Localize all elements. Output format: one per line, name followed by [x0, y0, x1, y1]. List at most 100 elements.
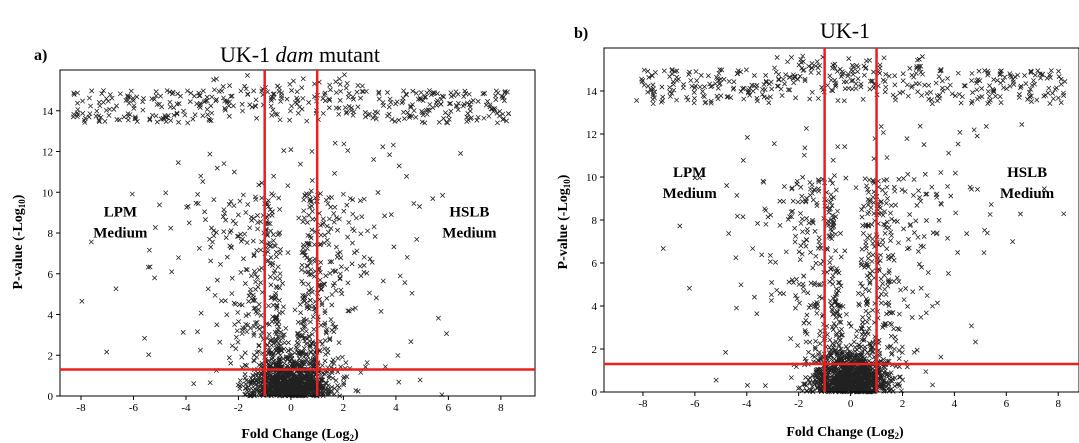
data-point: [326, 350, 330, 354]
data-point: [282, 361, 286, 365]
data-point: [338, 276, 342, 280]
data-point: [347, 220, 351, 224]
data-point: [865, 273, 869, 277]
data-point: [883, 365, 887, 369]
data-point: [917, 82, 921, 86]
data-point: [181, 330, 185, 334]
x-tick-label: 4: [952, 398, 958, 410]
data-point: [1047, 86, 1051, 90]
data-point: [866, 311, 870, 315]
data-point: [301, 77, 305, 81]
data-point: [339, 288, 343, 292]
data-point: [871, 200, 875, 204]
data-point: [945, 236, 949, 240]
data-point: [465, 101, 469, 105]
data-point: [988, 212, 992, 216]
data-point: [870, 269, 874, 273]
data-point: [246, 299, 250, 303]
y-tick-label: 0: [48, 391, 54, 403]
data-point: [195, 192, 199, 196]
data-point: [898, 375, 902, 379]
data-point: [1056, 69, 1060, 73]
data-point: [329, 317, 333, 321]
data-point: [925, 91, 929, 95]
data-point: [651, 83, 655, 87]
data-point: [199, 311, 203, 315]
data-point: [844, 312, 848, 316]
data-point: [885, 155, 889, 159]
y-tick-label: 10: [42, 187, 54, 199]
data-point: [782, 82, 786, 86]
data-point: [300, 86, 304, 90]
data-point: [321, 111, 325, 115]
data-point: [854, 334, 858, 338]
data-point: [130, 192, 134, 196]
data-point: [769, 293, 773, 297]
data-point: [800, 229, 804, 233]
data-point: [417, 204, 421, 208]
data-point: [835, 209, 839, 213]
data-point: [939, 170, 943, 174]
data-point: [363, 115, 367, 119]
data-point: [867, 58, 871, 62]
data-point: [309, 287, 313, 291]
data-point: [925, 293, 929, 297]
data-point: [323, 352, 327, 356]
data-point: [889, 217, 893, 221]
data-point: [234, 346, 238, 350]
data-point: [376, 190, 380, 194]
data-point: [863, 287, 867, 291]
data-point: [1018, 212, 1022, 216]
data-point: [795, 343, 799, 347]
data-point: [258, 280, 262, 284]
data-point: [296, 111, 300, 115]
data-point: [471, 98, 475, 102]
data-point: [397, 118, 401, 122]
data-point: [206, 287, 210, 291]
data-point: [215, 166, 219, 170]
data-point: [930, 383, 934, 387]
x-tick-label: -2: [234, 402, 243, 414]
data-point: [797, 250, 801, 254]
data-point: [914, 219, 918, 223]
data-point: [356, 83, 360, 87]
data-point: [800, 252, 804, 256]
data-point: [327, 242, 331, 246]
data-point: [428, 102, 432, 106]
data-point: [235, 329, 239, 333]
data-point: [318, 278, 322, 282]
data-point: [201, 89, 205, 93]
data-point: [671, 80, 675, 84]
data-point: [295, 101, 299, 105]
data-point: [888, 238, 892, 242]
data-point: [1020, 122, 1024, 126]
data-point: [332, 330, 336, 334]
data-point: [773, 260, 777, 264]
region-annotation: Medium: [442, 226, 497, 242]
data-point: [916, 249, 920, 253]
data-point: [332, 220, 336, 224]
data-point: [185, 121, 189, 125]
data-point: [745, 383, 749, 387]
data-point: [689, 78, 693, 82]
data-point: [860, 315, 864, 319]
panel-a-title: UK-1 dam mutant: [220, 42, 380, 67]
data-point: [225, 255, 229, 259]
data-point: [948, 83, 952, 87]
data-point: [900, 378, 904, 382]
data-point: [487, 114, 491, 118]
data-point: [970, 71, 974, 75]
data-point: [239, 270, 243, 274]
data-point: [808, 303, 812, 307]
data-point: [916, 188, 920, 192]
data-point: [312, 327, 316, 331]
data-point: [894, 339, 898, 343]
data-point: [794, 277, 798, 281]
data-point: [229, 228, 233, 232]
y-tick-label: 6: [48, 269, 54, 281]
data-point: [831, 282, 835, 286]
data-point: [246, 92, 250, 96]
data-point: [337, 112, 341, 116]
data-point: [817, 239, 821, 243]
data-point: [444, 331, 448, 335]
